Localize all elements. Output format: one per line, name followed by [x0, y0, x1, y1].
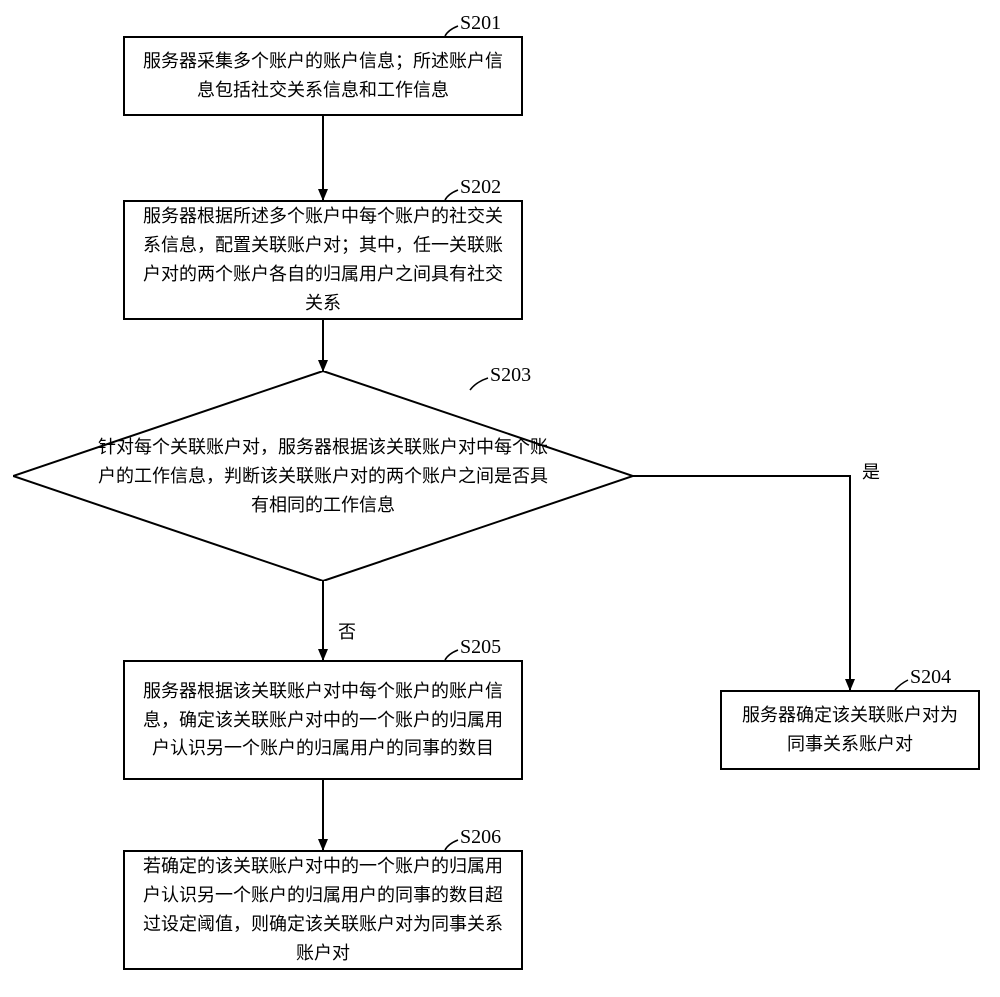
leader-s204: [895, 680, 908, 690]
edge-s203-s204: [633, 476, 850, 690]
flowchart-node-s205: 服务器根据该关联账户对中每个账户的账户信息，确定该关联账户对中的一个账户的归属用…: [123, 660, 523, 780]
step-label-s203: S203: [490, 364, 531, 387]
step-label-s206: S206: [460, 826, 501, 849]
leader-s206: [445, 840, 458, 850]
node-text: 服务器根据该关联账户对中每个账户的账户信息，确定该关联账户对中的一个账户的归属用…: [141, 677, 505, 763]
leader-s202: [445, 190, 458, 200]
flowchart-node-s203: 针对每个关联账户对，服务器根据该关联账户对中每个账户的工作信息，判断该关联账户对…: [13, 371, 633, 581]
step-label-s205: S205: [460, 636, 501, 659]
flowchart-node-s202: 服务器根据所述多个账户中每个账户的社交关系信息，配置关联账户对；其中，任一关联账…: [123, 200, 523, 320]
node-text: 服务器确定该关联账户对为同事关系账户对: [738, 701, 962, 759]
leader-s205: [445, 650, 458, 660]
flowchart-node-s204: 服务器确定该关联账户对为同事关系账户对: [720, 690, 980, 770]
node-text: 服务器采集多个账户的账户信息；所述账户信息包括社交关系信息和工作信息: [141, 47, 505, 105]
step-label-s202: S202: [460, 176, 501, 199]
flowchart-node-s206: 若确定的该关联账户对中的一个账户的归属用户认识另一个账户的归属用户的同事的数目超…: [123, 850, 523, 970]
node-text: 服务器根据所述多个账户中每个账户的社交关系信息，配置关联账户对；其中，任一关联账…: [141, 202, 505, 317]
flowchart-node-s201: 服务器采集多个账户的账户信息；所述账户信息包括社交关系信息和工作信息: [123, 36, 523, 116]
step-label-s204: S204: [910, 666, 951, 689]
node-text: 针对每个关联账户对，服务器根据该关联账户对中每个账户的工作信息，判断该关联账户对…: [13, 433, 633, 519]
node-text: 若确定的该关联账户对中的一个账户的归属用户认识另一个账户的归属用户的同事的数目超…: [141, 852, 505, 967]
step-label-s201: S201: [460, 12, 501, 35]
leader-s201: [445, 26, 458, 36]
edge-label-no: 否: [338, 618, 356, 644]
edge-label-yes: 是: [862, 458, 880, 484]
